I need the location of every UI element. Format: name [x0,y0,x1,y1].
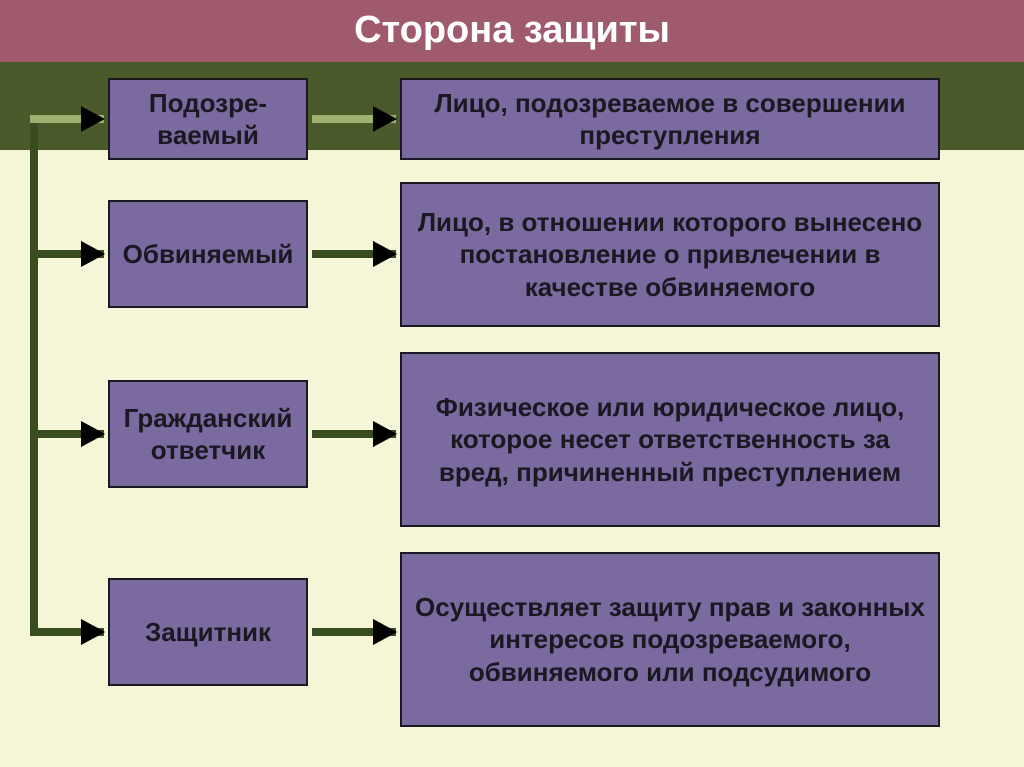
diagram-canvas: Сторона защиты Подозре-ваемый Лицо, подоз… [0,0,1024,767]
page-title: Сторона защиты [0,0,1024,62]
vertical-spine [30,115,38,636]
desc-box-1: Лицо, в отношении которого вынесено пост… [400,182,940,327]
arrow-to-desc-2 [312,430,396,438]
desc-label: Осуществляет защиту прав и законных инте… [412,591,928,689]
desc-label: Лицо, подозреваемое в совершении преступ… [412,87,928,152]
arrow-to-term-2 [30,430,104,438]
term-label: Обвиняемый [123,238,294,271]
title-text: Сторона защиты [354,8,670,54]
term-box-3: Защитник [108,578,308,686]
desc-label: Лицо, в отношении которого вынесено пост… [412,206,928,304]
arrow-to-desc-3 [312,628,396,636]
term-box-2: Гражданский ответчик [108,380,308,488]
term-label: Гражданский ответчик [120,402,296,467]
arrow-to-desc-1 [312,250,396,258]
term-box-0: Подозре-ваемый [108,78,308,160]
term-label: Защитник [145,616,271,649]
arrow-to-term-3 [30,628,104,636]
desc-box-2: Физическое или юридическое лицо, которое… [400,352,940,527]
desc-label: Физическое или юридическое лицо, которое… [412,391,928,489]
term-label: Подозре-ваемый [149,87,267,152]
arrow-to-term-0 [30,115,104,123]
arrow-to-desc-0 [312,115,396,123]
desc-box-0: Лицо, подозреваемое в совершении преступ… [400,78,940,160]
arrow-to-term-1 [30,250,104,258]
term-box-1: Обвиняемый [108,200,308,308]
desc-box-3: Осуществляет защиту прав и законных инте… [400,552,940,727]
